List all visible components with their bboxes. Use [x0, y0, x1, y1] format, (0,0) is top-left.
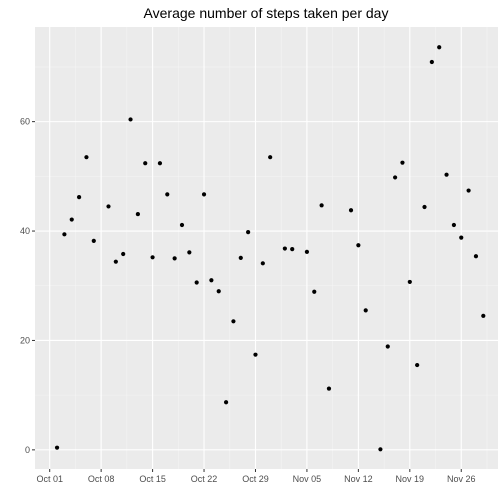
data-point: [91, 238, 96, 243]
data-point: [216, 289, 221, 294]
data-point: [429, 59, 434, 65]
y-tick-label: 40: [20, 226, 30, 236]
data-point: [143, 161, 148, 166]
data-point: [194, 280, 199, 285]
data-point: [150, 255, 155, 260]
data-point: [400, 160, 405, 165]
data-point: [172, 256, 177, 261]
data-point: [76, 195, 82, 200]
data-point: [121, 251, 126, 257]
data-point: [157, 161, 163, 166]
x-axis: Oct 01 Oct 08 Oct 15 Oct 22 Oct 29 Nov 05 Nov …: [36, 469, 476, 484]
data-point: [238, 255, 243, 260]
data-point: [385, 344, 390, 349]
x-tick-label: Oct 22: [191, 474, 218, 484]
y-axis: 0 20 40 60: [20, 117, 35, 455]
data-point: [422, 204, 427, 210]
data-point: [106, 204, 111, 209]
data-point: [69, 217, 74, 222]
y-tick-label: 20: [20, 335, 30, 345]
data-point: [290, 246, 295, 252]
x-tick-label: Oct 15: [139, 474, 166, 484]
y-tick-label: 60: [20, 117, 30, 127]
data-point: [319, 203, 324, 208]
x-tick-label: Nov 26: [447, 474, 476, 484]
data-point: [187, 250, 192, 255]
data-point: [348, 208, 354, 213]
data-point: [282, 246, 287, 251]
data-point: [481, 313, 486, 318]
x-tick-label: Nov 12: [344, 474, 373, 484]
data-point: [231, 319, 236, 324]
x-tick-label: Oct 08: [88, 474, 115, 484]
x-tick-label: Nov 19: [396, 474, 425, 484]
data-point: [326, 386, 332, 391]
data-point: [179, 222, 185, 228]
data-point: [165, 192, 170, 197]
data-point: [54, 445, 60, 450]
y-tick-label: 0: [25, 445, 30, 455]
data-point: [473, 254, 479, 259]
data-point: [135, 211, 140, 217]
data-point: [62, 232, 67, 237]
data-point: [268, 155, 273, 160]
data-point: [393, 175, 398, 180]
data-point: [304, 249, 310, 254]
data-point: [253, 352, 258, 357]
data-point: [415, 362, 420, 368]
data-point: [246, 230, 251, 235]
data-point: [209, 278, 214, 283]
x-tick-label: Nov 05: [293, 474, 322, 484]
data-point: [466, 188, 471, 193]
data-point: [459, 235, 464, 240]
data-point: [444, 172, 449, 177]
data-point: [312, 289, 317, 294]
data-point: [407, 279, 412, 285]
data-point: [260, 261, 265, 266]
plot-panel: [35, 27, 498, 469]
x-tick-label: Oct 29: [242, 474, 269, 484]
data-point: [437, 45, 442, 50]
data-point: [113, 259, 118, 264]
data-point: [356, 243, 361, 248]
minor-gridlines: [35, 27, 498, 469]
data-points: [54, 45, 486, 452]
chart-title: Average number of steps taken per day: [144, 5, 389, 21]
data-point: [451, 222, 457, 228]
data-point: [128, 117, 133, 122]
major-gridlines: [35, 27, 498, 469]
x-tick-label: Oct 01: [36, 474, 63, 484]
data-point: [84, 155, 89, 160]
data-point: [201, 192, 207, 197]
data-point: [363, 308, 368, 313]
data-point: [223, 400, 229, 405]
data-point: [378, 447, 383, 452]
